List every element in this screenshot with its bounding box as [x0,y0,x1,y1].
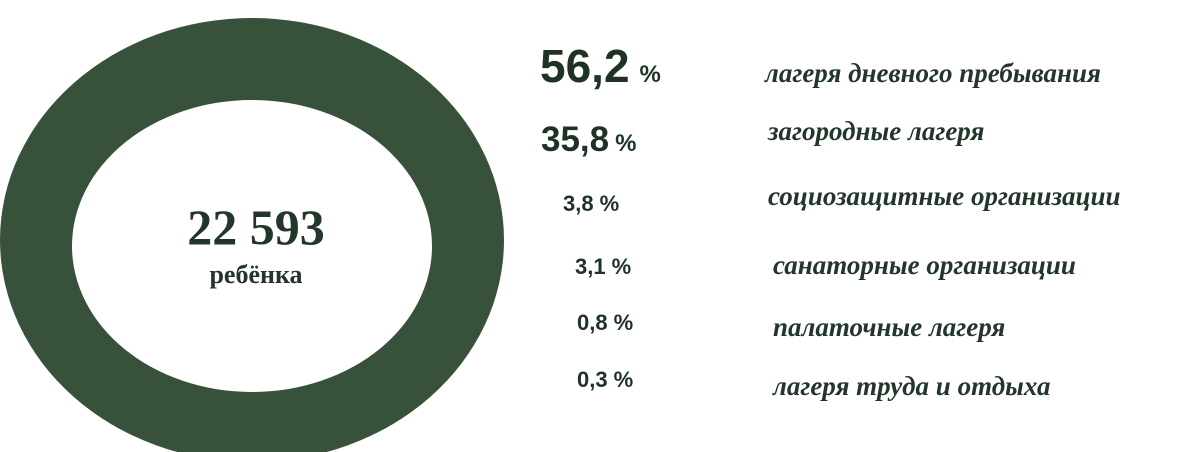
item-value: 3,1 [575,254,606,279]
item-unit: % [614,310,634,335]
item-value-row: 0,3% [577,367,633,392]
item-label: палаточные лагеря [773,312,1005,342]
item-value-row: 56,2% [540,40,661,92]
center-value: 22 593 [187,199,325,255]
item-unit: % [615,130,636,157]
item-label: лагеря труда и отдыха [772,371,1051,401]
item-unit: % [600,191,620,216]
ring [0,18,504,452]
item-unit: % [640,61,661,88]
center-label: ребёнка [209,260,302,289]
item-label: загородные лагеря [767,116,984,146]
item-label: лагеря дневного пребывания [764,58,1101,88]
item-value-row: 0,8% [577,310,633,335]
item-value: 0,3 [577,367,608,392]
item-value: 3,8 [563,191,594,216]
item-value: 0,8 [577,310,608,335]
item-label: социозащитные организации [768,181,1121,211]
item-value-row: 3,1% [575,254,631,279]
item-value-row: 3,8% [563,191,619,216]
item-value-row: 35,8% [541,120,636,159]
item-unit: % [612,254,632,279]
item-label: санаторные организации [773,250,1076,280]
item-unit: % [614,367,634,392]
item-value: 56,2 [540,40,630,92]
item-value: 35,8 [541,120,609,159]
